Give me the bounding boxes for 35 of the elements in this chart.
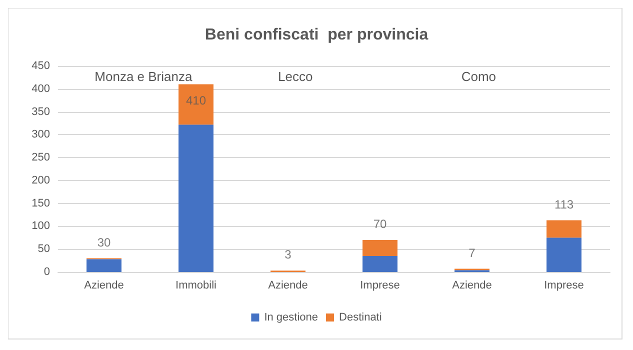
y-tick-label: 150 [32, 197, 50, 210]
total-label: 30 [97, 235, 111, 250]
y-tick-label: 400 [32, 82, 50, 95]
y-tick-label: 350 [32, 106, 50, 118]
x-tick-label: Aziende [268, 280, 308, 292]
x-tick-label: Imprese [360, 280, 400, 292]
bar [178, 124, 214, 272]
bar [362, 256, 398, 272]
total-label: 70 [373, 216, 387, 231]
total-label: 7 [468, 246, 476, 260]
annotation: Monza e Brianza [94, 69, 193, 84]
y-tick-label: 200 [32, 174, 50, 186]
x-tick-label: Imprese [544, 280, 584, 292]
total-label: 113 [554, 197, 574, 212]
x-tick-label: Aziende [452, 280, 492, 292]
total-label: 410 [186, 93, 206, 108]
bar [546, 238, 582, 272]
annotation: Como [461, 69, 496, 84]
y-tick-label: 250 [32, 152, 50, 164]
y-tick-label: 100 [32, 220, 50, 232]
legend-label: In gestione [264, 312, 318, 324]
annotation: Lecco [278, 69, 313, 84]
chart-title: Beni confiscati per provincia [204, 26, 428, 44]
y-tick-label: 50 [38, 243, 50, 256]
y-tick-label: 0 [44, 266, 50, 278]
legend-label: Destinati [339, 312, 382, 324]
bar [178, 84, 214, 125]
y-tick-label: 450 [32, 60, 50, 72]
x-tick-label: Aziende [84, 280, 124, 292]
bar [362, 240, 398, 256]
x-tick-label: Immobili [176, 280, 216, 292]
total-label: 3 [284, 248, 292, 262]
bar [86, 259, 122, 272]
bar [546, 220, 582, 238]
y-tick-label: 300 [32, 128, 50, 141]
